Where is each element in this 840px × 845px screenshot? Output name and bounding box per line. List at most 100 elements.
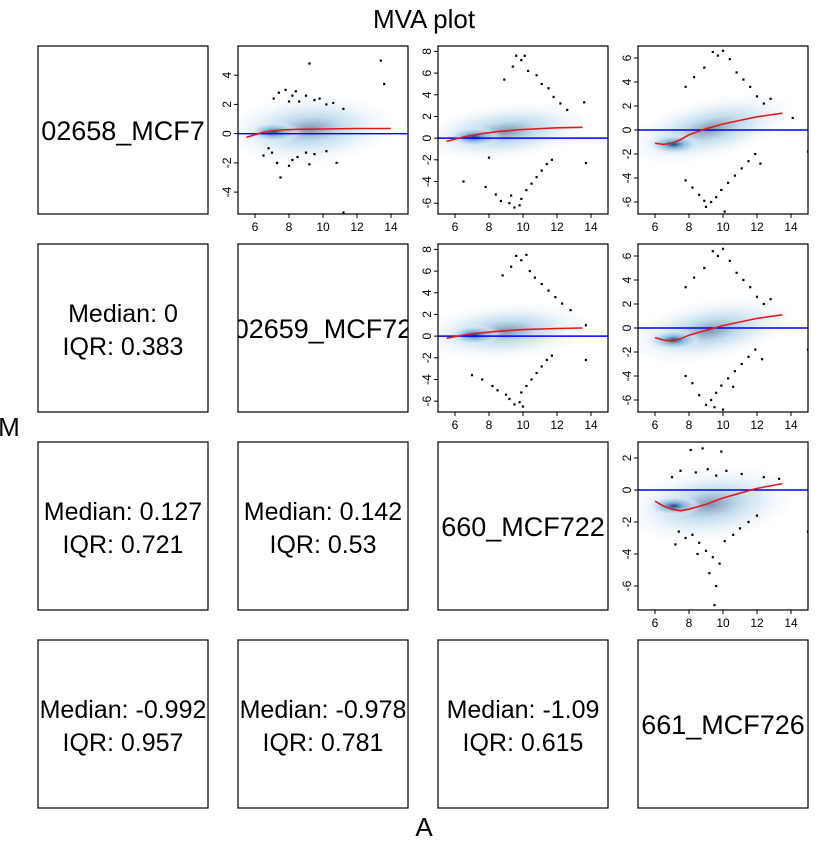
y-tick-label: 2 [420,311,434,318]
density-cloud [638,92,797,166]
iqr-label: IQR: 0.721 [63,531,184,559]
outlier-point [704,549,708,552]
outlier-point [704,403,708,406]
outlier-point [296,155,299,159]
outlier-point [720,384,723,387]
outlier-point [545,163,548,166]
density-core [644,133,703,156]
outlier-point [691,382,694,385]
outlier-point [713,406,716,409]
outlier-point [550,354,553,357]
outlier-point [527,69,530,73]
outlier-point [530,182,533,185]
outlier-point [720,188,723,192]
outlier-point [508,202,511,205]
outlier-point [725,469,728,472]
outlier-point [550,158,553,161]
median-label: Median: 0 [68,300,178,328]
y-tick-label: -6 [620,580,634,591]
outlier-point [684,85,687,88]
outlier-point [698,541,701,544]
outlier-point [547,87,550,90]
loess-curve [446,126,583,143]
outlier-point [721,408,725,411]
outlier-point [484,185,487,189]
outlier-point [540,283,543,286]
y-tick-label: 2 [420,113,434,120]
outlier-point [733,370,736,373]
y-tick-label: 0 [420,332,434,339]
outlier-point [733,174,736,177]
x-tick-label: 12 [550,418,564,432]
x-tick-label: 10 [516,220,530,234]
y-tick-label: 0 [620,486,634,493]
outlier-point [535,74,538,77]
iqr-label: IQR: 0.957 [63,729,184,757]
outlier-point [540,169,543,172]
y-tick-label: -2 [220,157,234,168]
cell-frame [237,243,409,413]
sample-label: 660_MCF722 [441,512,605,542]
outlier-point [584,161,587,165]
x-tick-label: 10 [316,220,330,234]
outlier-point [727,181,730,184]
outlier-point [510,194,513,197]
ma-scatter-panel: 6 8 10 12 14 -6 -4 -2 0 2 [620,441,809,630]
outlier-point [742,78,745,81]
cell-frame [37,441,209,611]
x-tick-label: 14 [784,616,798,630]
outlier-point [715,196,718,199]
outlier-point [710,398,713,402]
outlier-point [304,151,308,154]
outlier-point [723,210,726,213]
outlier-point [511,65,514,68]
x-tick-label: 10 [516,418,530,432]
y-tick-label: 6 [420,267,434,274]
outlier-point [696,552,699,556]
outlier-point [778,477,781,480]
outlier-point [711,50,714,54]
outlier-point [318,97,321,100]
x-tick-label: 14 [584,418,598,432]
outlier-point [728,259,731,262]
outlier-point [313,153,316,156]
outlier-point [298,100,301,103]
outlier-point [325,150,328,153]
ma-scatter-panel: 6 8 10 12 14 -4 -2 0 2 4 [220,45,409,234]
outlier-point [693,276,696,279]
outlier-point [735,71,738,74]
outlier-point [547,289,550,292]
loess-curve [654,112,783,146]
x-tick-label: 14 [584,220,598,234]
y-tick-label: 6 [420,69,434,76]
outlier-point [383,82,386,86]
outlier-point [679,469,682,472]
outlier-point [583,101,586,104]
y-tick-label: -4 [620,370,634,381]
stats-cell: Median: 0.127 IQR: 0.721 [37,441,209,611]
outlier-point [747,355,750,358]
outlier-point [715,391,718,394]
x-tick-label: 10 [716,418,730,432]
outlier-point [518,401,521,404]
outlier-point [566,108,569,112]
outlier-point [262,154,265,157]
x-tick-label: 12 [350,220,364,234]
outlier-point [691,533,694,536]
y-tick-label: -4 [620,548,634,559]
outlier-point [291,158,294,162]
outlier-point [491,384,494,388]
outlier-point [715,584,718,588]
ma-scatter-panel: 6 8 10 12 14 -6 -4 -2 0 2 4 6 [620,45,809,234]
outlier-point [584,324,587,327]
outlier-point [684,179,687,182]
x-tick-label: 12 [750,418,764,432]
outlier-point [769,97,772,100]
density-cloud [638,464,798,545]
outlier-point [518,204,521,207]
outlier-point [716,254,719,258]
outlier-point [755,295,759,298]
outlier-point [761,358,764,361]
sample-cell: 661_MCF726 [637,639,809,809]
